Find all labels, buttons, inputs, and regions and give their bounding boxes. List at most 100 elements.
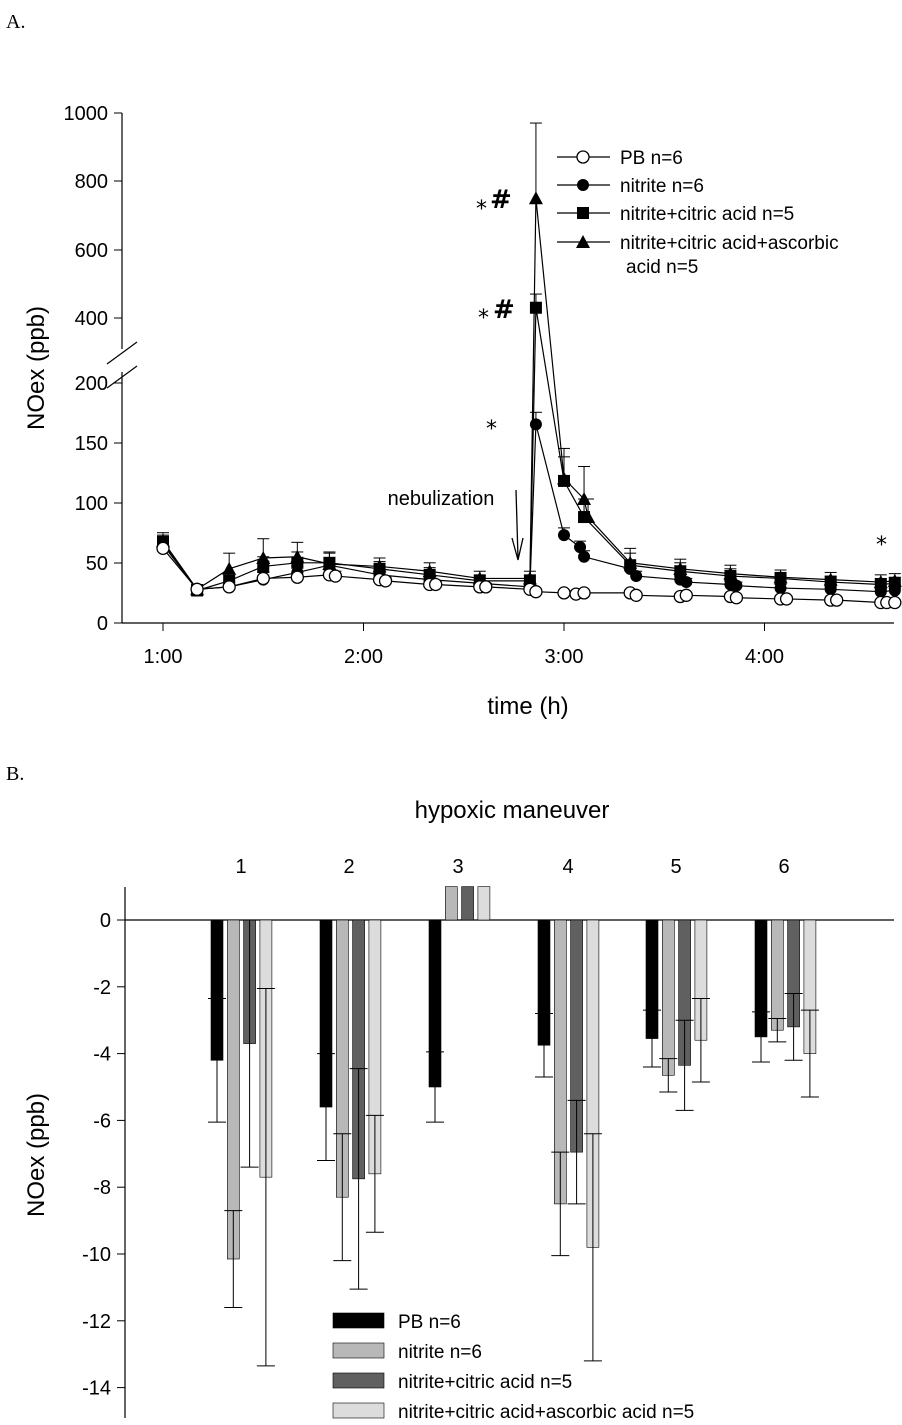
legend-label: nitrite n=6	[398, 1342, 482, 1363]
legend-marker	[576, 235, 590, 248]
data-point	[824, 583, 837, 596]
data-point	[291, 556, 304, 569]
x-tick-label: 1:00	[144, 646, 183, 668]
data-point	[558, 474, 570, 487]
bar	[461, 886, 474, 921]
significance-hash: #	[493, 295, 515, 325]
x-tick-label: 2:00	[344, 646, 383, 668]
panel-b-letter: B.	[6, 763, 24, 785]
data-point	[577, 586, 591, 600]
y-tick-label: -4	[93, 1044, 111, 1066]
legend-swatch	[332, 1312, 385, 1329]
axis-break-mark	[106, 365, 138, 389]
bar	[227, 919, 240, 1260]
panel-a-x-axis-label: time (h)	[487, 693, 568, 720]
data-point	[629, 588, 643, 602]
y-tick-label: -14	[82, 1378, 111, 1400]
bar-series-1	[208, 919, 770, 1161]
data-point	[529, 585, 543, 599]
data-point	[190, 582, 204, 596]
data-point	[257, 560, 270, 573]
category-label: 3	[452, 856, 463, 878]
series-line	[162, 424, 895, 593]
data-point	[323, 559, 336, 572]
legend-marker	[576, 150, 590, 164]
data-point	[730, 579, 743, 592]
legend-label: nitrite+citric acid n=5	[398, 1372, 572, 1393]
bar-series-2	[224, 886, 787, 1308]
significance-star: *	[876, 533, 887, 558]
category-label: 6	[778, 856, 789, 878]
series-3	[157, 293, 901, 597]
legend-label: nitrite+citric acid+ascorbic acid n=5	[398, 1402, 694, 1423]
y-tick-label: 200	[75, 373, 108, 395]
legend-label: nitrite+citric acid+ascorbic	[620, 233, 839, 254]
panel-b-legend: PB n=6 nitrite n=6 nitrite+citric acid n=5…	[332, 1312, 694, 1423]
data-point	[679, 588, 693, 602]
data-point	[529, 418, 542, 431]
legend-swatch	[332, 1402, 385, 1419]
significance-hash: #	[490, 185, 512, 215]
data-point	[256, 571, 270, 586]
y-tick-label: 0	[100, 910, 111, 932]
legend-label: PB n=6	[620, 148, 683, 169]
panel-b-y-axis-label: NOex (ppb)	[23, 1093, 50, 1217]
panel-a-legend: PB n=6 nitrite n=6 nitrite+citric acid n=5…	[557, 148, 839, 278]
y-tick-label: 1000	[64, 103, 109, 125]
data-point	[578, 550, 591, 563]
y-tick-label: 800	[75, 171, 108, 193]
data-point	[630, 570, 643, 583]
legend-swatch	[332, 1342, 385, 1359]
data-point	[290, 570, 304, 584]
nebulization-arrow	[515, 489, 519, 559]
legend-label: nitrite+citric acid n=5	[620, 204, 794, 225]
y-tick-label: -2	[93, 977, 111, 999]
significance-star: *	[478, 306, 489, 331]
panel-a-letter: A.	[6, 11, 25, 33]
significance-star: *	[476, 197, 487, 222]
panel-b-title: hypoxic maneuver	[415, 797, 610, 824]
bar-series-4	[256, 886, 819, 1367]
y-tick-label: -10	[82, 1244, 111, 1266]
data-point	[479, 580, 493, 594]
legend-marker	[577, 207, 589, 219]
legend-swatch	[332, 1372, 385, 1389]
significance-star: *	[486, 417, 497, 442]
panel-b-chart: 0 -2 -4 -6 -8 -10 -12 -14 1 2 3 4 5 6	[82, 856, 894, 1418]
y-tick-label: 50	[86, 553, 108, 575]
bar	[477, 886, 491, 921]
data-point	[729, 591, 744, 605]
data-point	[557, 586, 571, 600]
legend-marker	[577, 179, 589, 191]
series-1	[156, 540, 902, 610]
y-tick-label: -12	[82, 1311, 111, 1333]
bar	[444, 886, 458, 921]
data-point	[830, 593, 844, 607]
data-point	[774, 582, 787, 595]
category-label: 5	[670, 856, 681, 878]
data-point	[574, 541, 587, 554]
data-point	[888, 595, 902, 610]
category-label: 1	[235, 856, 246, 878]
legend-label: PB n=6	[398, 1312, 461, 1333]
data-point	[674, 565, 687, 578]
data-point	[874, 585, 887, 598]
panel-a-y-axis-label: NOex (ppb)	[23, 306, 50, 430]
y-tick-label: 100	[75, 493, 108, 515]
data-point	[156, 541, 170, 556]
nebulization-label: nebulization	[388, 488, 495, 510]
x-tick-label: 3:00	[545, 646, 584, 668]
category-label: 2	[343, 856, 354, 878]
nebulization-arrowhead	[511, 537, 524, 561]
data-point	[558, 529, 570, 542]
series-4	[156, 122, 902, 596]
data-point	[774, 572, 787, 585]
legend-label-continued: acid n=5	[626, 257, 698, 278]
y-tick-label: 150	[75, 433, 108, 455]
x-tick-label: 4:00	[745, 646, 784, 668]
data-point	[429, 577, 443, 592]
data-point	[528, 191, 543, 205]
y-tick-label: 600	[75, 240, 108, 262]
axis-break-mark	[106, 341, 138, 365]
